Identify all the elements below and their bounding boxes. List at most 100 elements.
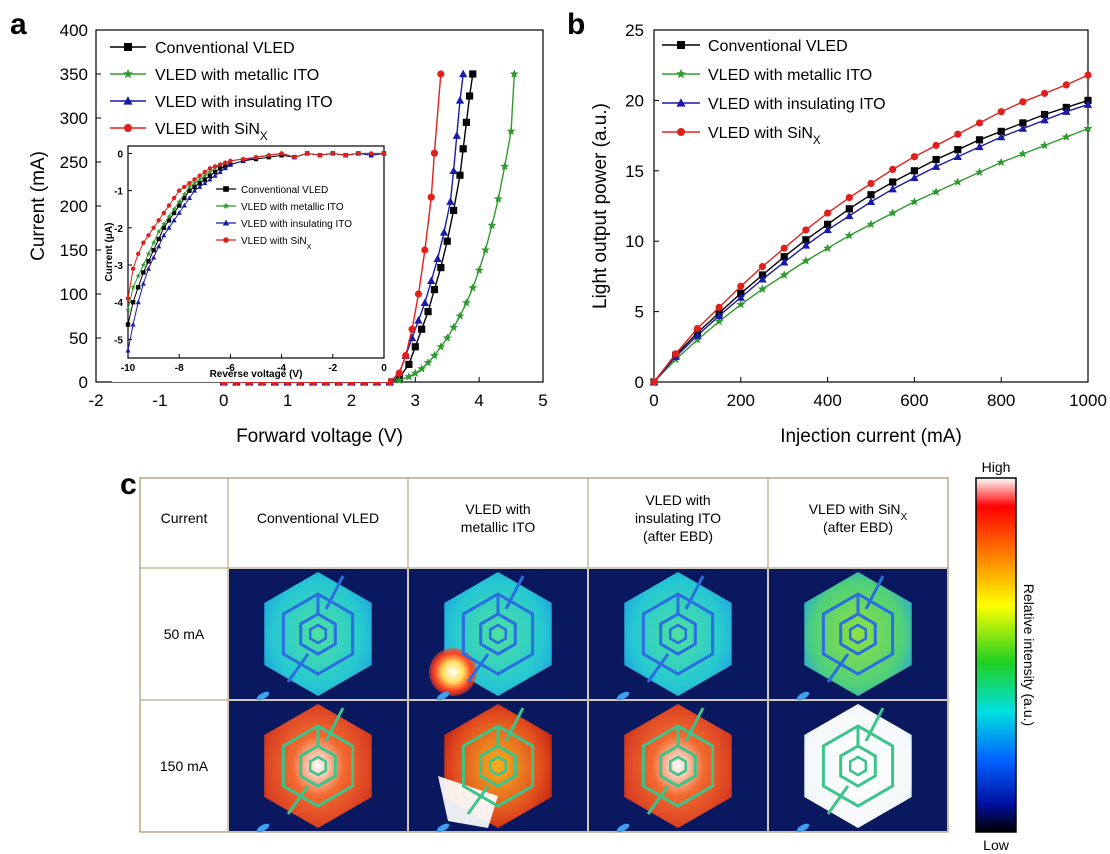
inset-point-metallic <box>176 198 182 205</box>
el-image-hotspot <box>436 703 552 833</box>
chart-a-point-conventional <box>462 118 470 126</box>
chart-b-point-insulating <box>780 258 789 266</box>
inset-point-insulating <box>202 180 208 186</box>
inset-point-sinx <box>166 203 172 208</box>
chart-a-x-tick-label: -2 <box>88 391 103 410</box>
inset-point-insulating <box>192 187 198 193</box>
chart-a-point-metallic <box>442 333 452 342</box>
colorbar-gradient <box>975 477 1017 833</box>
chart-b-point-conventional <box>975 136 984 144</box>
el-image-uniform <box>616 571 732 701</box>
chart-a: -2 -1 0 1 2 3 4 5050100150200250300350400Forwar… <box>28 21 548 447</box>
el-image-saturated <box>616 703 732 833</box>
inset-point-sinx <box>381 151 387 156</box>
chart-a-legend-marker-sinx <box>124 124 132 132</box>
chart-a-point-metallic <box>436 342 446 351</box>
chart-b-point-sinx <box>672 350 680 358</box>
inset-y-tick-label: -4 <box>114 298 123 309</box>
chart-a-x-tick-label: 2 <box>347 391 356 410</box>
chart-a-y-tick-label: 200 <box>60 197 88 216</box>
chart-b-point-sinx <box>780 244 788 252</box>
chart-b-point-metallic <box>823 243 833 252</box>
el-image-white <box>796 703 912 833</box>
chart-b-y-tick-label: 20 <box>625 91 644 110</box>
chart-b-point-sinx <box>954 130 962 138</box>
inset-point-metallic <box>161 221 167 227</box>
chart-b-point-sinx <box>693 324 702 333</box>
inset-point-sinx <box>223 160 228 165</box>
chart-a-legend-label-metallic: VLED with metallic ITO <box>155 67 319 84</box>
inset-point-sinx <box>266 153 271 158</box>
el-image-saturated <box>256 703 372 833</box>
chart-b-point-insulating <box>1040 115 1049 124</box>
el-image-uniform <box>796 571 912 701</box>
chart-a-point-insulating <box>420 298 430 307</box>
chart-b: 0 200 400 600 800 1000 0 5 10 15 20 25 Injection cur… <box>590 21 1107 447</box>
chart-a-y-tick-label: 350 <box>60 65 88 84</box>
inset-point-sinx <box>197 173 202 178</box>
inset-point-insulating <box>176 210 182 215</box>
inset-point-metallic <box>191 180 198 186</box>
panel-label-c: c <box>120 468 137 501</box>
chart-b-y-tick-label: 0 <box>635 373 644 392</box>
inset-point-insulating <box>222 165 228 171</box>
inset-point-metallic <box>156 228 162 234</box>
chart-b-series-line-conventional <box>653 99 1089 383</box>
inset-point-conventional <box>136 285 141 290</box>
inset-point-conventional <box>161 225 167 231</box>
chart-b-point-insulating <box>758 274 767 283</box>
chart-b-point-sinx <box>910 153 919 161</box>
inset-point-sinx <box>136 251 141 257</box>
inset-point-insulating <box>212 173 218 178</box>
inset-point-sinx <box>130 266 136 271</box>
inset-legend-marker-sinx <box>223 237 229 243</box>
inset-y-tick-label: -1 <box>114 187 123 198</box>
table-row-label: 150 mA <box>160 758 209 774</box>
chart-b-point-metallic <box>909 197 919 206</box>
inset-x-tick-label: -2 <box>328 363 337 374</box>
chart-b-x-axis-label: Injection current (mA) <box>780 426 962 447</box>
el-image-hotspot <box>429 571 552 701</box>
inset-point-sinx <box>212 164 218 169</box>
inset-point-insulating <box>130 321 136 327</box>
chart-b-point-metallic <box>1018 149 1028 158</box>
chart-a-legend-marker-metallic <box>123 68 133 79</box>
chart-b-point-conventional <box>1041 110 1049 119</box>
chart-b-point-sinx <box>867 179 875 188</box>
inset-point-conventional <box>177 203 182 208</box>
inset-point-conventional <box>217 166 223 171</box>
chart-a-y-tick-label: 100 <box>60 285 88 304</box>
chart-a-point-insulating <box>433 254 442 263</box>
inset-x-tick-label: -4 <box>277 363 286 374</box>
inset-point-metallic <box>202 172 208 179</box>
inset-y-axis-label: Current (μA) <box>104 223 115 282</box>
chart-a-point-insulating <box>439 228 449 236</box>
inset-legend-marker-conventional <box>223 186 229 192</box>
chart-a-point-conventional <box>456 171 464 179</box>
chart-b-x-tick-label: 400 <box>813 391 841 410</box>
inset-point-sinx <box>156 218 161 223</box>
inset-point-conventional <box>187 188 192 193</box>
chart-a-point-sinx <box>437 70 445 78</box>
colorbar-axis-label: Relative intensity (a.u.) <box>1021 584 1037 726</box>
chart-b-point-insulating <box>693 331 702 339</box>
chart-a-point-sinx <box>402 352 410 360</box>
chart-b-point-insulating <box>714 311 724 320</box>
chart-b-point-conventional <box>802 236 810 244</box>
chart-a-point-insulating <box>449 166 458 175</box>
chart-a-point-metallic <box>461 298 471 307</box>
chart-b-point-insulating <box>997 132 1006 141</box>
chart-b-legend-label-sinx: VLED with SiNX <box>708 125 821 147</box>
inset-point-metallic <box>150 239 157 245</box>
chart-a-point-metallic <box>506 126 516 135</box>
chart-a-point-metallic <box>394 375 404 384</box>
inset-point-metallic <box>166 213 172 219</box>
chart-b-y-tick-label: 5 <box>635 303 644 322</box>
inset-point-sinx <box>125 296 131 301</box>
inset-x-axis-label: Reverse voltage (V) <box>210 369 303 380</box>
inset-legend-label-metallic: VLED with metallic ITO <box>241 202 344 213</box>
chart-b-point-metallic <box>692 335 702 344</box>
chart-b-legend-label-conventional: Conventional VLED <box>708 38 848 55</box>
chart-b-point-insulating <box>931 162 941 170</box>
